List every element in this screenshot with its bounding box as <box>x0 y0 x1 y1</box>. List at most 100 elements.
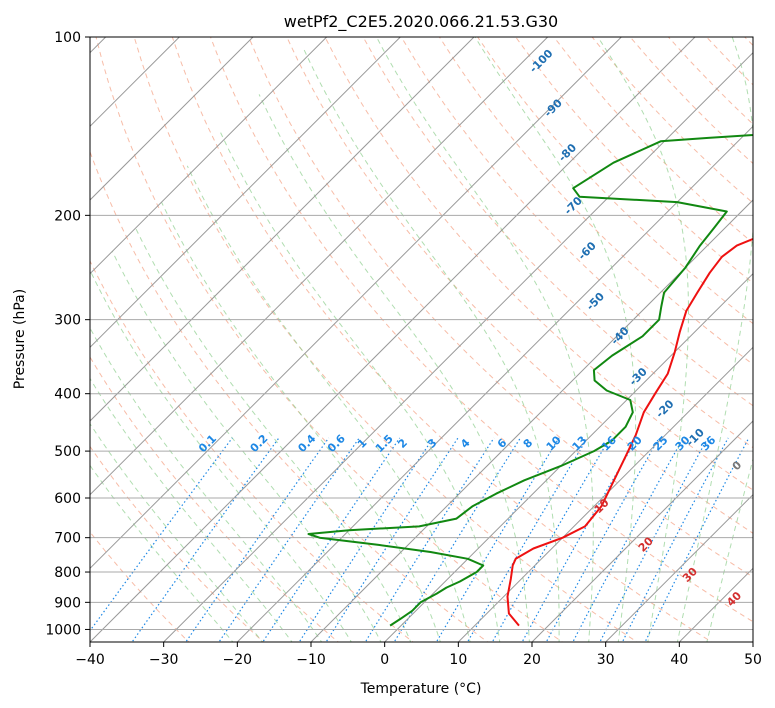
y-tick-label: 100 <box>54 30 81 46</box>
mixing-ratio-line <box>599 437 709 642</box>
moist-adiabat <box>220 132 501 642</box>
pressure-grid <box>90 37 753 630</box>
isotherm-line <box>678 567 753 642</box>
mixing-ratio-line <box>325 437 459 642</box>
isotherm-label: -50 <box>584 290 607 313</box>
x-tick-label: −20 <box>223 652 253 668</box>
x-tick-label: 0 <box>380 652 389 668</box>
moist-adiabat-label: 30 <box>680 565 700 585</box>
y-tick-label: 500 <box>54 444 81 460</box>
dry-adiabat <box>477 37 753 325</box>
mixing-ratio-line <box>435 437 560 642</box>
isotherm-label: 0 <box>730 458 745 473</box>
isotherm-line <box>457 346 753 642</box>
y-tick-label: 300 <box>54 313 81 329</box>
y-tick-label: 600 <box>54 491 81 507</box>
isotherm-label: -20 <box>653 397 676 420</box>
isotherm-line <box>605 493 753 642</box>
isotherm-line <box>384 272 753 642</box>
dry-adiabat <box>744 37 753 47</box>
isotherm-line <box>90 37 549 496</box>
chart-title: wetPf2_C2E5.2020.066.21.53.G30 <box>284 12 558 32</box>
mixing-ratio-line <box>545 437 660 642</box>
isotherm-label: -100 <box>527 47 556 76</box>
x-axis-title: Temperature (°C) <box>360 681 482 697</box>
reference-lines <box>90 37 753 642</box>
dry-adiabat <box>133 37 638 642</box>
isotherm-label: -80 <box>556 141 579 164</box>
moist-adiabat <box>90 422 264 642</box>
mixing-ratio-label: 10 <box>544 433 564 453</box>
y-tick-label: 200 <box>54 208 81 224</box>
reference-labels: -100-90-80-70-60-50-40-30-20-1000.1 0.2 0.… <box>196 47 745 610</box>
dry-adiabat <box>553 37 753 244</box>
x-tick-label: −30 <box>149 652 179 668</box>
mixing-ratio-label: 13 <box>570 434 590 454</box>
x-tick-label: 10 <box>449 652 467 668</box>
sounding-lines <box>307 134 753 627</box>
isotherm-line <box>90 37 254 201</box>
mixing-ratio-line <box>491 437 611 642</box>
dry-adiabat <box>668 37 753 125</box>
isotherm-line <box>752 641 753 642</box>
moist-adiabat <box>161 201 441 642</box>
mixing-ratio-label: 3 <box>425 436 440 451</box>
moist-adiabat <box>597 37 689 642</box>
dry-adiabat <box>90 445 265 642</box>
moist-adiabat <box>375 37 594 642</box>
dry-adiabat <box>95 37 564 642</box>
y-tick-label: 400 <box>54 387 81 403</box>
mixing-ratio-label: 1.5 <box>373 432 396 455</box>
y-axis: 100 200 300 400 500 600 700 800 900 1000 <box>45 30 90 638</box>
x-tick-label: 40 <box>670 652 688 668</box>
x-tick-label: −10 <box>296 652 326 668</box>
y-tick-label: 800 <box>54 565 81 581</box>
moist-adiabat <box>90 464 234 642</box>
x-tick-label: 30 <box>597 652 615 668</box>
moist-adiabat <box>303 49 560 642</box>
x-axis: −40 −30 −20 −10 0 10 20 30 40 50 <box>75 642 762 668</box>
plot-frame <box>89 36 754 643</box>
mixing-ratio-line <box>218 437 360 642</box>
mixing-ratio-line <box>90 437 233 632</box>
isotherm-line <box>90 37 328 275</box>
mixing-ratio-label: 8 <box>521 436 536 451</box>
dry-adiabat <box>438 37 753 366</box>
mixing-ratio-line <box>298 437 434 642</box>
isotherm-label: -30 <box>627 365 650 388</box>
isotherm-label: -40 <box>608 324 631 347</box>
moist-adiabat <box>474 37 637 642</box>
y-tick-label: 900 <box>54 595 81 611</box>
isotherm-label: -60 <box>576 239 599 262</box>
moist-adiabat <box>90 327 323 642</box>
moist-adiabat <box>135 227 412 642</box>
y-tick-label: 700 <box>54 531 81 547</box>
moist-adiabat <box>90 377 293 642</box>
y-tick-label: 1000 <box>45 622 81 638</box>
mixing-ratio-label: 6 <box>495 436 510 451</box>
dry-adiabat <box>210 37 753 623</box>
isotherm-label: -90 <box>542 96 565 119</box>
temperature-line <box>506 237 753 627</box>
moist-adiabat <box>111 251 382 642</box>
mixing-ratio-line <box>521 437 638 642</box>
moist-adiabat <box>706 457 753 642</box>
dry-adiabat <box>324 37 753 491</box>
isotherm-line <box>163 51 753 642</box>
dry-adiabat <box>400 37 753 407</box>
mixing-ratio-line <box>131 437 280 642</box>
moist-adiabat <box>186 165 471 642</box>
mixing-ratio-label: 4 <box>458 436 473 451</box>
isotherm-line <box>236 125 753 642</box>
x-tick-label: −40 <box>75 652 105 668</box>
dry-adiabat <box>90 531 190 642</box>
mixing-ratio-line <box>621 437 729 642</box>
dry-adiabat <box>362 37 753 449</box>
moist-adiabat <box>90 269 352 642</box>
x-tick-label: 20 <box>523 652 541 668</box>
isotherm-line <box>90 37 475 422</box>
mixing-ratio-line <box>262 437 401 642</box>
mixing-ratio-line <box>185 437 330 642</box>
isotherm-line <box>310 199 753 642</box>
isotherm-line <box>531 420 753 642</box>
